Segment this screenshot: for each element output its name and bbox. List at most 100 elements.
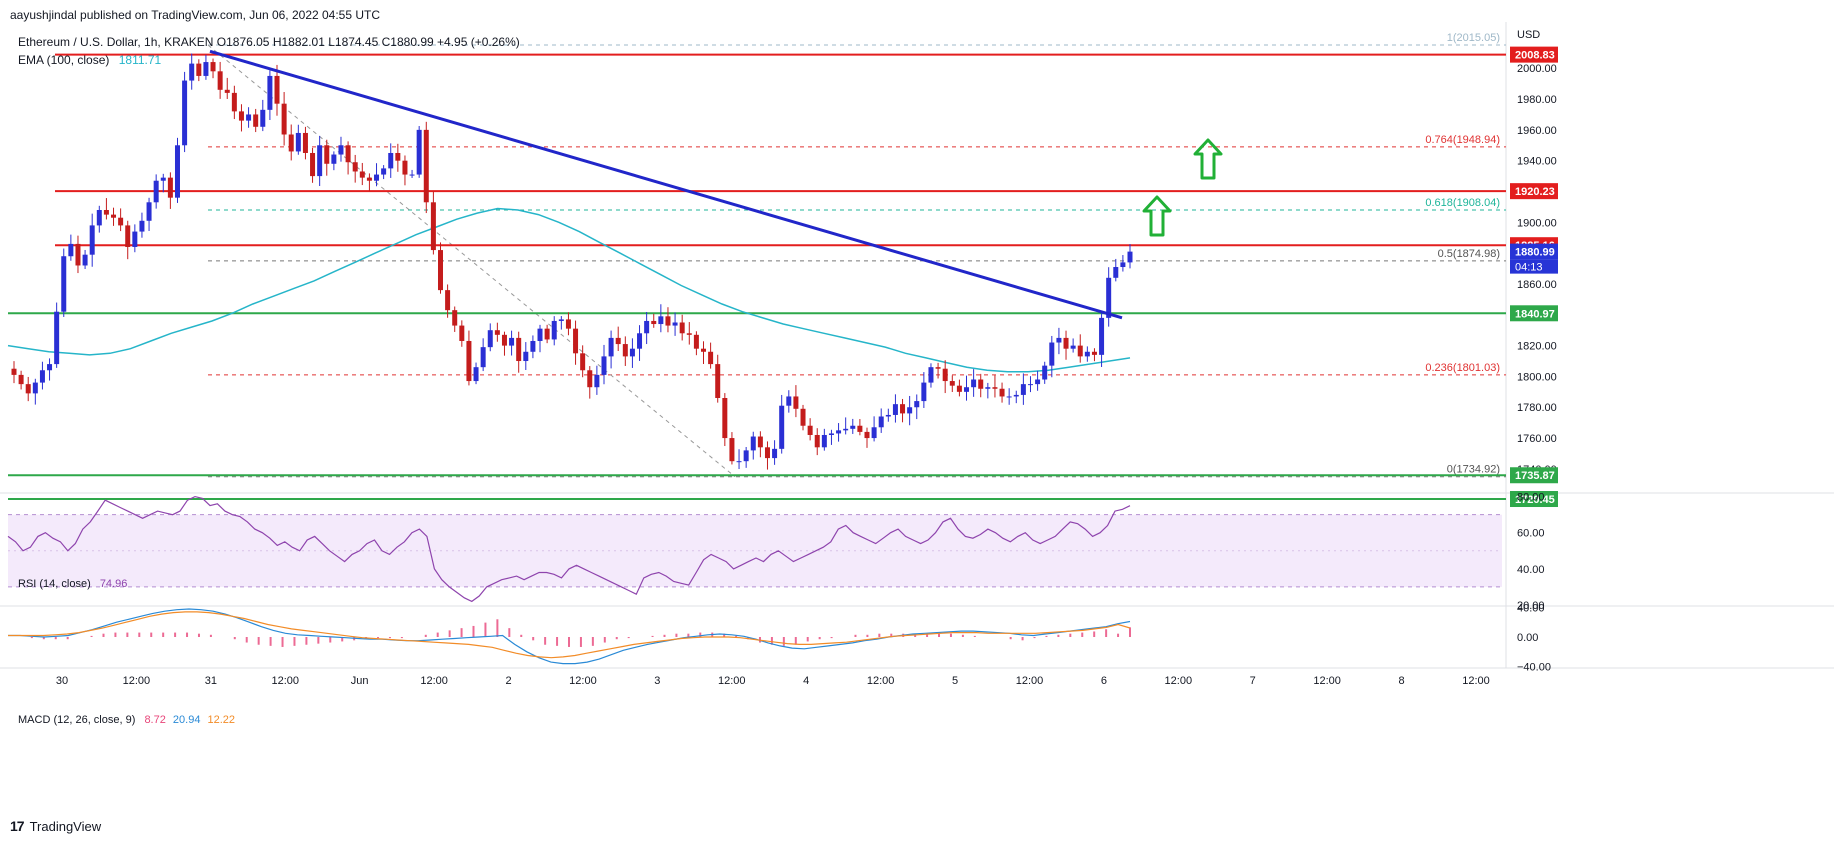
candle-body: [423, 129, 429, 203]
price-tick-label: 1820.00: [1517, 341, 1557, 353]
candle-body: [864, 431, 870, 439]
candle-body: [18, 374, 24, 385]
price-badge: [1510, 183, 1558, 200]
symbol-name[interactable]: Ethereum / U.S. Dollar, 1h, KRAKEN: [18, 35, 214, 49]
candle-body: [487, 330, 493, 348]
countdown-badge: [1510, 259, 1558, 274]
time-tick-label: 12:00: [420, 675, 448, 687]
time-tick-label: 12:00: [1165, 675, 1193, 687]
ema-line: [7, 207, 1131, 373]
candle-body: [494, 330, 500, 335]
price-badge-label: 1840.97: [1515, 308, 1555, 320]
time-tick-label: 6: [1101, 675, 1107, 687]
candle-body: [622, 344, 628, 357]
rsi-label[interactable]: RSI (14, close): [18, 578, 91, 590]
time-axis[interactable]: 30 12:00 31 12:00 Jun 12:00 2 12:00 3 12:00 4 12:00…: [56, 675, 1490, 687]
candle-body: [54, 311, 60, 365]
price-badge-label: 1720.45: [1515, 494, 1555, 506]
candle-body: [1006, 396, 1012, 398]
up-arrow-icon: [1142, 195, 1172, 237]
candle-body: [345, 145, 351, 163]
candle-body: [1091, 351, 1097, 355]
time-tick-label: 30: [56, 675, 68, 687]
macd-label[interactable]: MACD (12, 26, close, 9): [18, 714, 136, 726]
candle-body: [587, 370, 593, 388]
candle-body: [146, 202, 152, 221]
candle-body: [750, 436, 756, 451]
candle-body: [544, 328, 550, 340]
candle-body: [743, 450, 749, 462]
candle-body: [96, 210, 102, 226]
candle-body: [466, 340, 472, 382]
candle-body: [267, 75, 273, 110]
candle-body: [217, 71, 223, 90]
candle-body: [637, 333, 643, 349]
time-tick-label: 4: [803, 675, 809, 687]
candle-body: [68, 243, 74, 257]
candle-body: [978, 379, 984, 389]
candle-body: [139, 220, 145, 232]
trendline[interactable]: [209, 49, 1123, 320]
candle-body: [928, 367, 934, 383]
price-badge: [1510, 467, 1558, 484]
candle-body: [565, 319, 571, 329]
candlesticks[interactable]: [11, 53, 1133, 470]
candle-body: [25, 384, 31, 394]
candle-body: [174, 145, 180, 198]
candle-body: [473, 367, 479, 382]
ema-label[interactable]: EMA (100, close): [18, 53, 110, 67]
ema-100-line: [7, 207, 1131, 373]
fib-level-label: 0.236(1801.03): [1425, 362, 1500, 374]
candle-body: [722, 398, 728, 439]
fibonacci-retracement[interactable]: 1(2015.05) 0.764(1948.94) 0.618(1908.04) 0.…: [207, 32, 1506, 478]
candle-body: [1127, 251, 1133, 263]
candle-body: [665, 316, 671, 326]
rsi-pane[interactable]: [7, 495, 1502, 603]
macd-tick-label: 0.00: [1517, 632, 1538, 644]
candle-body: [111, 214, 117, 218]
candle-body: [594, 374, 600, 388]
arrows[interactable]: [1142, 138, 1223, 237]
fib-level-label: 0.764(1948.94): [1425, 134, 1500, 146]
low-value: L1874.45: [328, 35, 379, 49]
candle-body: [651, 320, 657, 325]
candle-body: [1042, 365, 1048, 380]
rsi-tick-label: 80.00: [1517, 492, 1545, 504]
candle-body: [359, 171, 365, 178]
fib-level-label: 0(1734.92): [1447, 464, 1500, 476]
macd-signal-value: 12.22: [207, 714, 236, 726]
rsi-legend: RSI (14, close) 74.96: [18, 578, 127, 590]
candle-body: [615, 337, 621, 345]
time-tick-label: 5: [952, 675, 958, 687]
price-badge-label: 1735.87: [1515, 470, 1555, 482]
price-tick-label: 1900.00: [1517, 217, 1557, 229]
time-tick-label: 12:00: [1016, 675, 1044, 687]
candle-body: [366, 177, 372, 181]
candle-body: [843, 428, 849, 431]
high-value: H1882.01: [272, 35, 325, 49]
price-tick-label: 1960.00: [1517, 125, 1557, 137]
candle-body: [409, 174, 415, 176]
candle-body: [985, 387, 991, 389]
price-tick-label: 1800.00: [1517, 371, 1557, 383]
candle-body: [47, 364, 53, 371]
fib-level-label: 0.5(1874.98): [1438, 248, 1500, 260]
candle-body: [715, 364, 721, 398]
symbol-legend: Ethereum / U.S. Dollar, 1h, KRAKEN O1876…: [18, 35, 520, 49]
candle-body: [900, 404, 906, 414]
price-axis[interactable]: USD1740.001760.001780.001800.001820.0018…: [1510, 29, 1558, 674]
rsi-value: 74.96: [99, 578, 128, 590]
horizontal-levels[interactable]: [8, 53, 1506, 501]
candle-body: [331, 154, 337, 164]
macd-pane[interactable]: [8, 608, 1131, 665]
candle-body: [395, 152, 401, 161]
candle-body: [921, 382, 927, 402]
candle-body: [672, 322, 678, 326]
time-tick-label: 7: [1250, 675, 1256, 687]
candle-body: [1020, 384, 1026, 395]
price-tick-label: 1860.00: [1517, 279, 1557, 291]
price-badge-label: 1920.23: [1515, 186, 1555, 198]
rsi-tick-label: 40.00: [1517, 564, 1545, 576]
candle-body: [580, 353, 586, 371]
